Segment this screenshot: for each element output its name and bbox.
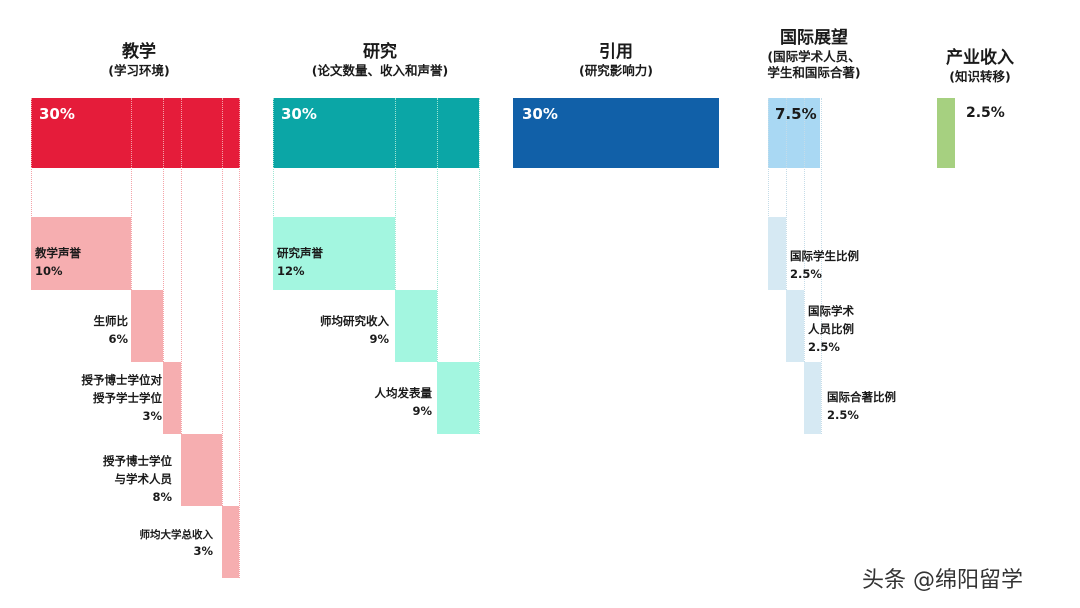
teaching-sub-bar-doctorate-bachelor — [163, 362, 181, 434]
label-value: 2.5% — [808, 339, 840, 354]
industry-subtitle: (知识转移) — [949, 69, 1011, 85]
international-divider — [786, 98, 787, 362]
teaching-divider — [131, 98, 132, 290]
research-divider — [395, 98, 396, 290]
label-line: 人员比例 — [808, 321, 854, 336]
international-subtitle-line2: 学生和国际合著) — [767, 64, 861, 80]
research-item-label: 研究声誉 12% — [277, 245, 323, 281]
international-item-label: 国际学生比例 2.5% — [790, 248, 859, 284]
research-sub-bar-reputation — [273, 217, 395, 290]
label-line: 授予博士学位对 — [81, 373, 163, 387]
teaching-sub-bar-reputation — [31, 217, 131, 290]
teaching-item-label: 师均大学总收入 3% — [140, 527, 214, 561]
international-header: 国际展望 (国际学术人员、 学生和国际合著) — [736, 28, 892, 81]
citations-subtitle: (研究影响力) — [579, 63, 653, 79]
teaching-divider — [222, 98, 223, 506]
research-header: 研究 (论文数量、收入和声誉) — [270, 42, 490, 79]
label-line: 与学术人员 — [114, 471, 173, 486]
international-main-value: 7.5% — [775, 105, 817, 123]
research-main-value: 30% — [281, 105, 317, 123]
industry-main-bar — [937, 98, 955, 168]
teaching-sub-bar-ratio — [131, 290, 163, 362]
label-line: 国际学术 — [808, 304, 854, 318]
teaching-item-label: 教学声誉 10% — [35, 245, 81, 281]
label-value: 9% — [369, 331, 389, 346]
international-main-bar — [768, 98, 820, 168]
label-line: 研究声誉 — [277, 246, 323, 260]
teaching-sub-bar-doctorate-staff — [181, 434, 222, 506]
citations-title: 引用 — [599, 42, 633, 62]
teaching-divider — [31, 98, 32, 290]
label-value: 9% — [412, 403, 432, 418]
industry-title: 产业收入 — [946, 48, 1014, 68]
teaching-item-label: 授予博士学位对 授予学士学位 3% — [82, 372, 163, 425]
label-line: 人均发表量 — [374, 386, 433, 400]
label-line: 教学声誉 — [35, 246, 81, 260]
watermark: 头条 @绵阳留学 — [862, 568, 1023, 593]
teaching-main-bar — [31, 98, 240, 168]
research-divider — [437, 98, 438, 362]
teaching-divider — [239, 98, 240, 578]
teaching-subtitle: (学习环境) — [108, 63, 170, 79]
international-divider — [768, 98, 769, 290]
label-value: 3% — [193, 544, 213, 559]
international-divider — [821, 98, 822, 434]
industry-main-value: 2.5% — [966, 105, 1005, 121]
international-sub-bar-coauthor — [804, 362, 821, 434]
label-value: 6% — [108, 331, 128, 346]
research-sub-bar-productivity — [437, 362, 479, 434]
label-value: 3% — [142, 408, 162, 423]
label-value: 12% — [277, 263, 305, 278]
teaching-divider — [163, 98, 164, 362]
label-value: 10% — [35, 263, 63, 278]
research-title: 研究 — [363, 42, 397, 62]
label-value: 8% — [152, 489, 172, 504]
citations-main-bar — [513, 98, 719, 168]
research-divider — [479, 98, 480, 434]
citations-header: 引用 (研究影响力) — [546, 42, 686, 79]
research-divider — [273, 98, 274, 290]
research-item-label: 师均研究收入 9% — [320, 313, 389, 349]
label-line: 授予学士学位 — [93, 390, 162, 405]
teaching-item-label: 授予博士学位 与学术人员 8% — [103, 453, 172, 506]
label-line: 生师比 — [93, 314, 129, 328]
international-sub-bar-staff — [786, 290, 804, 362]
international-item-label: 国际学术 人员比例 2.5% — [808, 303, 854, 356]
industry-header: 产业收入 (知识转移) — [920, 48, 1040, 85]
teaching-main-value: 30% — [39, 105, 75, 123]
international-sub-bar-students — [768, 217, 786, 290]
teaching-divider — [181, 98, 182, 434]
international-divider — [804, 98, 805, 434]
teaching-item-label: 生师比 6% — [94, 313, 129, 349]
label-value: 2.5% — [790, 266, 822, 281]
teaching-header: 教学 (学习环境) — [74, 42, 204, 79]
international-title: 国际展望 — [780, 28, 848, 48]
teaching-sub-bar-income — [222, 506, 239, 578]
international-item-label: 国际合著比例 2.5% — [827, 389, 896, 425]
label-line: 国际合著比例 — [827, 390, 896, 404]
research-main-bar — [273, 98, 479, 168]
label-line: 国际学生比例 — [790, 249, 859, 263]
label-value: 2.5% — [827, 407, 859, 422]
research-sub-bar-income — [395, 290, 437, 362]
teaching-title: 教学 — [122, 42, 156, 62]
label-line: 师均大学总收入 — [139, 529, 214, 541]
label-line: 师均研究收入 — [320, 314, 389, 328]
research-item-label: 人均发表量 9% — [375, 385, 433, 421]
research-subtitle: (论文数量、收入和声誉) — [311, 63, 449, 79]
label-line: 授予博士学位 — [103, 454, 172, 468]
citations-main-value: 30% — [522, 105, 558, 123]
international-subtitle-line1: (国际学术人员、 — [767, 49, 861, 65]
